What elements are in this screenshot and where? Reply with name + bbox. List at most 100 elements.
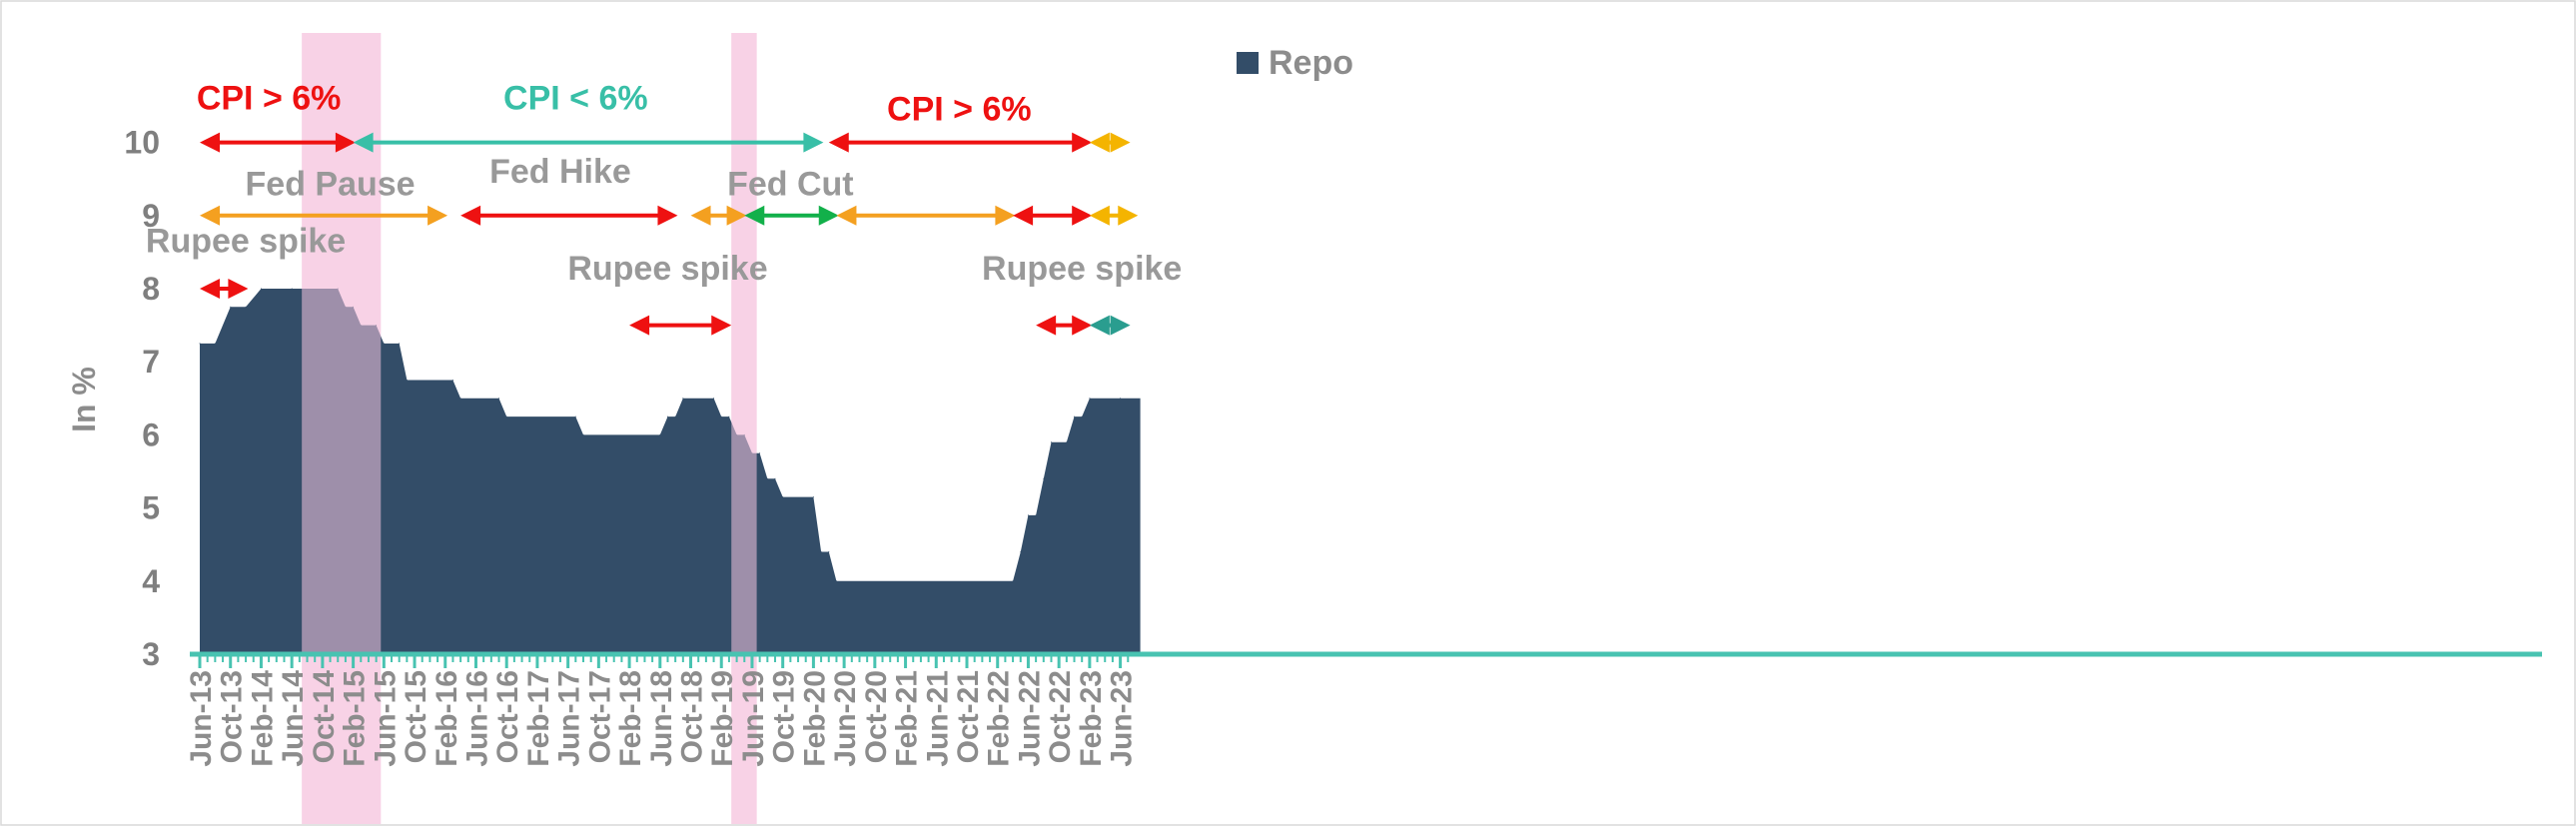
shaded-period-overlay-2 <box>731 33 757 824</box>
annotation-13: Rupee spike <box>567 250 768 336</box>
annotation-arrowhead-right <box>657 205 678 226</box>
annotation-arrowhead-left <box>200 279 220 299</box>
annotation-arrowhead-left <box>200 132 220 153</box>
x-tick-label: Feb-17 <box>522 670 555 767</box>
y-tick-label: 8 <box>142 271 160 307</box>
data-point-repo-34 <box>782 496 784 498</box>
data-point-repo-3 <box>230 306 232 308</box>
data-point-repo-20 <box>582 433 584 435</box>
data-point-repo-36 <box>820 551 822 552</box>
data-point-repo-6 <box>291 288 293 290</box>
data-point-repo-45 <box>1066 441 1068 443</box>
annotation-arrowhead-left <box>200 205 220 226</box>
annotation-arrowhead-right <box>1072 315 1093 336</box>
x-tick-label: Feb-15 <box>339 670 372 767</box>
data-point-repo-25 <box>713 398 715 400</box>
annotation-label: CPI > 6% <box>887 91 1032 129</box>
annotation-arrowhead-right <box>818 205 839 226</box>
x-tick-label: Feb-18 <box>614 670 647 767</box>
annotation-arrowhead-right <box>726 205 747 226</box>
data-point-repo-49 <box>1120 398 1122 400</box>
data-point-repo-19 <box>574 415 576 417</box>
annotation-4 <box>1089 132 1131 153</box>
data-point-repo-23 <box>674 415 676 417</box>
annotation-label: Rupee spike <box>567 250 767 288</box>
annotation-arrowhead-left <box>460 205 481 226</box>
x-tick-label: Jun-20 <box>829 670 862 767</box>
data-point-repo-15 <box>451 380 453 381</box>
annotation-arrowhead-right <box>1110 315 1131 336</box>
annotation-2: CPI < 6% <box>353 80 824 153</box>
annotation-arrowhead-left <box>828 132 849 153</box>
y-tick-label: 9 <box>142 198 160 234</box>
x-tick-label: Jun-19 <box>737 670 770 767</box>
data-point-repo-33 <box>774 477 776 479</box>
annotation-arrowhead-left <box>629 315 650 336</box>
annotation-label: Rupee spike <box>146 222 346 260</box>
x-tick-label: Feb-14 <box>246 670 279 767</box>
annotation-arrowhead-right <box>1110 132 1131 153</box>
data-point-repo-4 <box>245 306 247 308</box>
annotation-arrowhead-left <box>1089 315 1110 336</box>
x-tick-label: Oct-16 <box>491 670 524 763</box>
annotation-12: Rupee spike <box>146 222 346 299</box>
x-tick-label: Jun-17 <box>553 670 586 767</box>
data-point-repo-27 <box>728 415 730 417</box>
annotation-15 <box>1089 315 1131 336</box>
x-tick-label: Feb-23 <box>1075 670 1108 767</box>
x-tick-label: Jun-16 <box>460 670 493 767</box>
y-tick-label: 4 <box>142 563 160 599</box>
data-point-repo-35 <box>812 496 814 498</box>
annotation-7 <box>690 205 747 226</box>
x-tick-label: Jun-23 <box>1106 670 1139 767</box>
x-tick-label: Feb-19 <box>706 670 739 767</box>
data-point-repo-32 <box>766 477 768 479</box>
data-point-repo-14 <box>406 380 408 381</box>
annotation-label: Fed Cut <box>727 165 854 203</box>
x-tick-label: Jun-18 <box>645 670 678 767</box>
data-point-repo-12 <box>383 343 385 345</box>
data-point-repo-1 <box>199 343 201 345</box>
annotation-arrowhead-left <box>1036 315 1057 336</box>
annotation-8: Fed Cut <box>727 165 854 226</box>
data-point-repo-42 <box>1035 514 1037 516</box>
y-tick-label: 10 <box>124 125 160 161</box>
annotation-arrowhead-right <box>428 205 448 226</box>
data-point-repo-17 <box>498 398 499 400</box>
annotation-arrowhead-right <box>803 132 824 153</box>
data-point-repo-2 <box>214 343 216 345</box>
y-axis-label: In % <box>66 367 102 432</box>
data-point-repo-47 <box>1081 415 1083 417</box>
x-tick-label: Jun-22 <box>1013 670 1046 767</box>
data-point-repo-40 <box>1020 551 1022 552</box>
x-tick-label: Oct-20 <box>860 670 893 763</box>
data-point-repo-46 <box>1074 415 1075 417</box>
data-point-repo-16 <box>459 398 461 400</box>
data-point-repo-48 <box>1089 398 1091 400</box>
annotation-arrowhead-right <box>335 132 356 153</box>
shaded-periods-overlay <box>302 33 757 824</box>
annotation-arrowhead-right <box>995 205 1016 226</box>
axes: Jun-13Oct-13Feb-14Jun-14Oct-14Feb-15Jun-… <box>124 125 2542 767</box>
annotation-5: Fed Pause <box>200 165 448 226</box>
annotation-arrowhead-right <box>1072 205 1093 226</box>
x-tick-label: Oct-21 <box>952 670 985 763</box>
annotation-1: CPI > 6% <box>197 80 356 153</box>
shaded-period-overlay-1 <box>302 33 382 824</box>
annotation-arrowhead-left <box>1089 132 1110 153</box>
data-point-repo-22 <box>667 415 668 417</box>
x-tick-label: Jun-15 <box>369 670 402 767</box>
annotation-arrowhead-right <box>1118 205 1139 226</box>
data-point-repo-18 <box>505 415 507 417</box>
x-tick-label: Feb-21 <box>891 670 924 767</box>
data-point-repo-37 <box>828 551 830 552</box>
x-tick-label: Oct-13 <box>216 670 249 763</box>
annotation-label: CPI < 6% <box>503 80 648 118</box>
data-point-repo-43 <box>1043 477 1045 479</box>
x-tick-label: Jun-14 <box>277 670 310 767</box>
annotation-label: Fed Hike <box>489 153 631 191</box>
x-tick-label: Feb-20 <box>798 670 831 767</box>
annotation-6: Fed Hike <box>460 153 678 226</box>
